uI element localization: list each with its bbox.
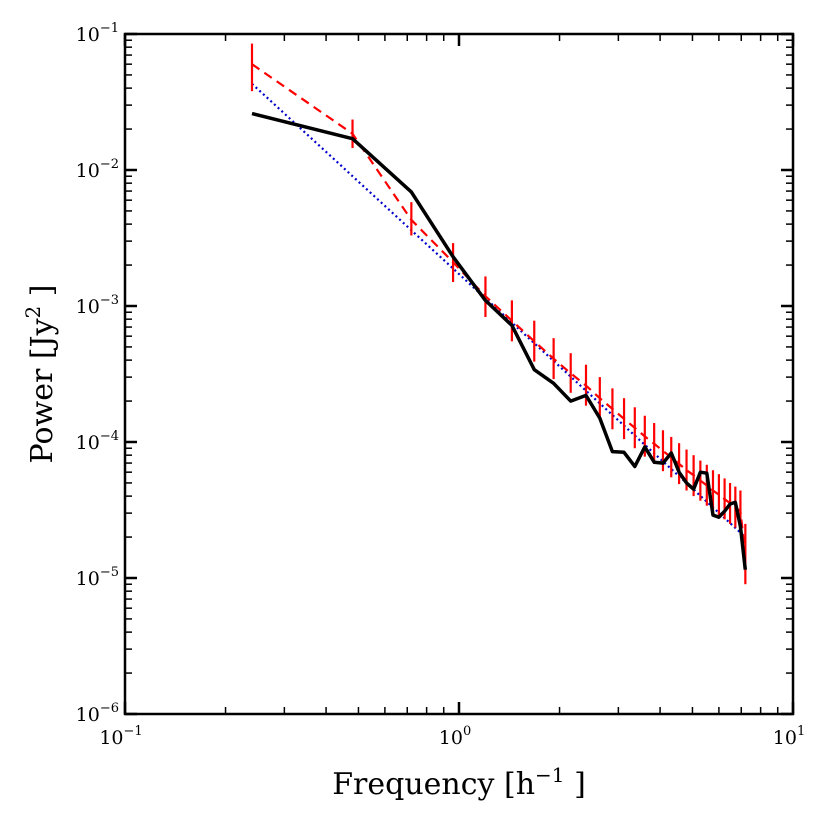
y-tick-label: 10−4 [76,429,119,454]
y-axis-label: Power [Jy2 ] [21,284,60,463]
y-tick-label: 10−2 [76,157,119,182]
plot-frame [123,32,795,716]
y-tick-label: 10−6 [76,701,119,726]
x-tick-label: 100 [439,724,471,749]
series-line-power-law-fit [251,82,747,538]
series-line-observed [251,111,748,570]
x-axis-label: Frequency [h−1 ] [332,763,586,802]
x-tick-label: 10−1 [99,724,142,749]
tick-labels: 10−1 100 101 10−6 10−5 10−4 10−3 10−2 10−1 [76,21,806,749]
y-tick-label: 10−5 [76,565,119,590]
x-tick-label: 101 [773,724,805,749]
axis-ticks [123,32,795,716]
y-tick-label: 10−3 [76,293,119,318]
series-line-model [251,63,747,555]
series-layer [250,43,748,585]
y-tick-label: 10−1 [76,21,119,46]
